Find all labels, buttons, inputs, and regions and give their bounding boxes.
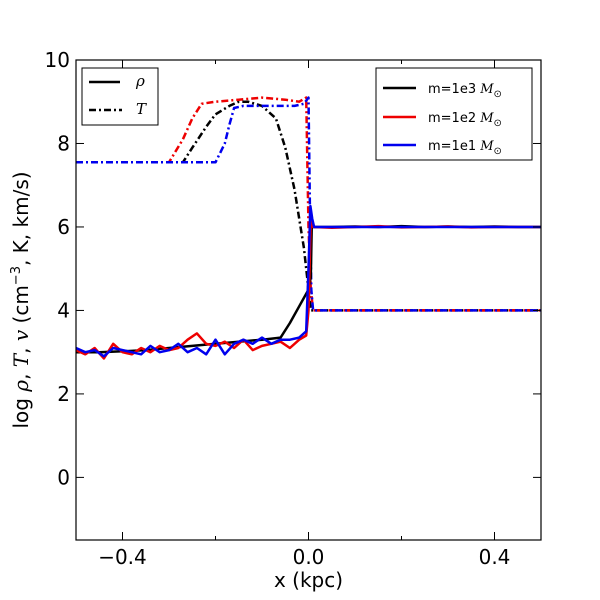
y-axis-title-sep2: , <box>9 341 33 354</box>
y-axis-title-sep1: , <box>9 367 33 380</box>
legend-m1e1-label: m=1e1 M⊙ <box>428 139 502 157</box>
y-tick-label: 4 <box>57 298 70 322</box>
legend-rho-label: ρ <box>135 72 145 90</box>
legend-m1e3-sub: ⊙ <box>494 89 502 100</box>
legend-t-label: T <box>136 100 147 118</box>
ticks-layer: −0.4 0.0 0.4 0 2 4 6 8 10 <box>45 48 541 569</box>
y-axis-title: log ρ, T, v (cm−3, K, km/s) <box>9 171 33 428</box>
y-tick-label: 0 <box>57 465 70 489</box>
y-tick-label: 8 <box>57 131 70 155</box>
legend-mass: m=1e3 M⊙ m=1e2 M⊙ m=1e1 M⊙ <box>375 67 533 161</box>
legend-m1e3-prefix: m=1e3 <box>428 82 480 97</box>
legend-m1e2-sub: ⊙ <box>494 118 502 129</box>
y-tick-label: 6 <box>57 215 70 239</box>
x-axis-title: x (kpc) <box>274 568 343 592</box>
y-axis-title-cm: (cm <box>9 285 33 330</box>
y-axis-title-units: , K, km/s) <box>9 171 33 266</box>
y-axis-title-log: log <box>9 392 33 429</box>
x-tick-label: 0.0 <box>293 545 325 569</box>
legend-m1e2-prefix: m=1e2 <box>428 111 480 126</box>
legend-m1e3-unit: M <box>479 82 494 97</box>
x-tick-label: 0.4 <box>479 545 511 569</box>
y-tick-label: 2 <box>57 382 70 406</box>
legend-m1e1-sub: ⊙ <box>494 146 502 157</box>
y-axis-title-v: v <box>9 329 33 341</box>
y-tick-label: 10 <box>45 48 70 72</box>
legend-m1e1-unit: M <box>479 139 494 154</box>
legend-m1e2-label: m=1e2 M⊙ <box>428 111 502 129</box>
y-axis-title-exponent: −3 <box>9 266 24 285</box>
x-tick-label: −0.4 <box>98 545 147 569</box>
legend-m1e3-label: m=1e3 M⊙ <box>428 82 502 100</box>
legend-style-box <box>81 67 159 126</box>
y-axis-title-t: T <box>9 352 33 367</box>
legend-m1e1-prefix: m=1e1 <box>428 139 480 154</box>
series-line-5 <box>76 204 541 358</box>
legend-style: ρ T <box>81 67 159 126</box>
legend-m1e2-unit: M <box>479 111 494 126</box>
y-axis-title-rho: ρ <box>9 380 33 393</box>
series-layer <box>76 96 541 360</box>
